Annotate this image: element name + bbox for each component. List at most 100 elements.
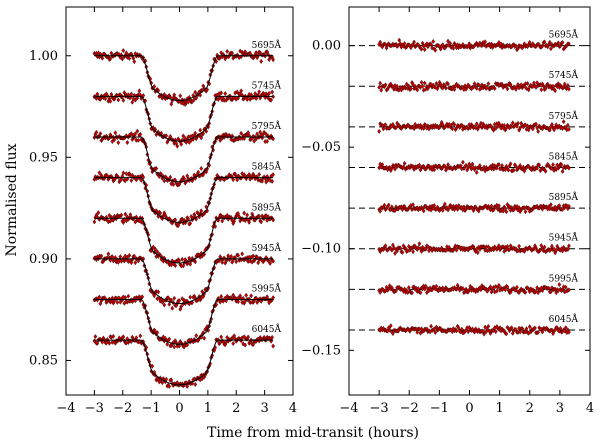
residual-point: [419, 79, 424, 85]
data-point: [246, 334, 250, 340]
residual-point: [443, 163, 447, 169]
residual-point: [500, 163, 504, 169]
data-point: [270, 89, 274, 95]
residual-point: [518, 329, 522, 335]
residual-point: [563, 325, 568, 331]
residual-point: [406, 83, 411, 89]
residual-point: [446, 162, 450, 168]
residual-point: [548, 39, 552, 45]
residual-point: [462, 204, 466, 210]
residual-point: [403, 85, 408, 91]
residual-point: [417, 241, 422, 247]
data-point: [120, 56, 125, 62]
residual-point: [551, 162, 555, 168]
residuals-2: 5795Å: [349, 110, 590, 134]
model-line: [94, 339, 274, 386]
residual-point: [468, 283, 473, 289]
data-point: [108, 56, 113, 62]
left-ytick-label: 0.85: [29, 353, 58, 368]
data-point: [105, 173, 110, 179]
data-point: [169, 101, 174, 107]
residual-point: [379, 87, 384, 93]
model-line: [94, 136, 274, 183]
residual-point: [454, 247, 459, 253]
residual-point: [422, 47, 427, 53]
data-point: [252, 138, 256, 144]
data-point: [187, 255, 192, 261]
data-point: [125, 139, 130, 145]
data-point: [119, 212, 124, 218]
model-line: [94, 177, 274, 223]
data-point: [96, 50, 101, 56]
residual-point: [406, 285, 411, 291]
right-ytick-label: −0.15: [301, 343, 341, 358]
wavelength-label: 5745Å: [252, 79, 282, 91]
right-xtick-label: −2: [400, 401, 419, 416]
residual-point: [410, 245, 414, 251]
data-point: [249, 293, 253, 299]
data-point: [220, 218, 225, 224]
data-point: [210, 231, 215, 237]
right-xtick-label: −1: [430, 401, 449, 416]
data-point: [271, 57, 275, 63]
residual-point: [482, 331, 486, 337]
residual-point: [387, 283, 392, 289]
data-point: [202, 291, 207, 297]
data-point: [264, 179, 268, 185]
residual-point: [527, 324, 532, 330]
data-point: [259, 219, 263, 225]
residual-point: [520, 326, 525, 332]
residual-point: [567, 126, 571, 132]
wavelength-label: 5995Å: [549, 272, 579, 284]
residual-point: [567, 243, 571, 249]
residual-point: [432, 167, 437, 173]
residual-point: [552, 246, 556, 252]
residual-point: [486, 81, 491, 87]
data-point: [113, 130, 118, 136]
data-point: [180, 256, 185, 262]
wavelength-label: 6045Å: [549, 313, 579, 325]
residual-point: [567, 203, 571, 209]
data-point: [112, 137, 117, 143]
residual-point: [540, 329, 545, 335]
data-point: [239, 88, 243, 94]
residual-point: [542, 244, 547, 250]
left-xtick-label: 3: [260, 401, 268, 416]
residual-point: [510, 120, 515, 126]
data-point: [118, 299, 123, 305]
residual-point: [393, 166, 397, 172]
residual-point: [567, 287, 571, 293]
residual-point: [501, 208, 505, 214]
residuals-5: 5945Å: [349, 232, 590, 256]
data-point: [253, 91, 257, 97]
residual-point: [488, 207, 493, 213]
data-point: [107, 340, 112, 346]
residual-point: [412, 39, 416, 45]
residual-point: [531, 126, 535, 132]
data-point: [264, 131, 268, 137]
x-axis-label: Time from mid-transit (hours): [207, 425, 419, 441]
data-point: [169, 377, 174, 383]
data-point: [152, 84, 157, 89]
data-point: [92, 219, 97, 225]
data-point: [243, 342, 247, 348]
residual-point: [383, 243, 388, 249]
left-xtick-label: −3: [85, 401, 104, 416]
residual-point: [506, 167, 511, 173]
residual-point: [548, 127, 552, 133]
residual-point: [534, 84, 538, 90]
wavelength-label: 5795Å: [252, 120, 282, 132]
residual-point: [452, 122, 457, 128]
residual-point: [517, 205, 521, 211]
residual-point: [387, 327, 392, 333]
data-point: [190, 99, 195, 105]
residual-point: [535, 285, 539, 291]
left-ytick-label: 1.00: [29, 49, 58, 64]
residual-point: [505, 86, 510, 92]
data-point: [240, 300, 244, 306]
residual-point: [464, 162, 468, 168]
data-point: [225, 48, 230, 54]
data-point: [193, 89, 198, 95]
data-point: [242, 334, 246, 340]
residual-point: [429, 323, 433, 329]
